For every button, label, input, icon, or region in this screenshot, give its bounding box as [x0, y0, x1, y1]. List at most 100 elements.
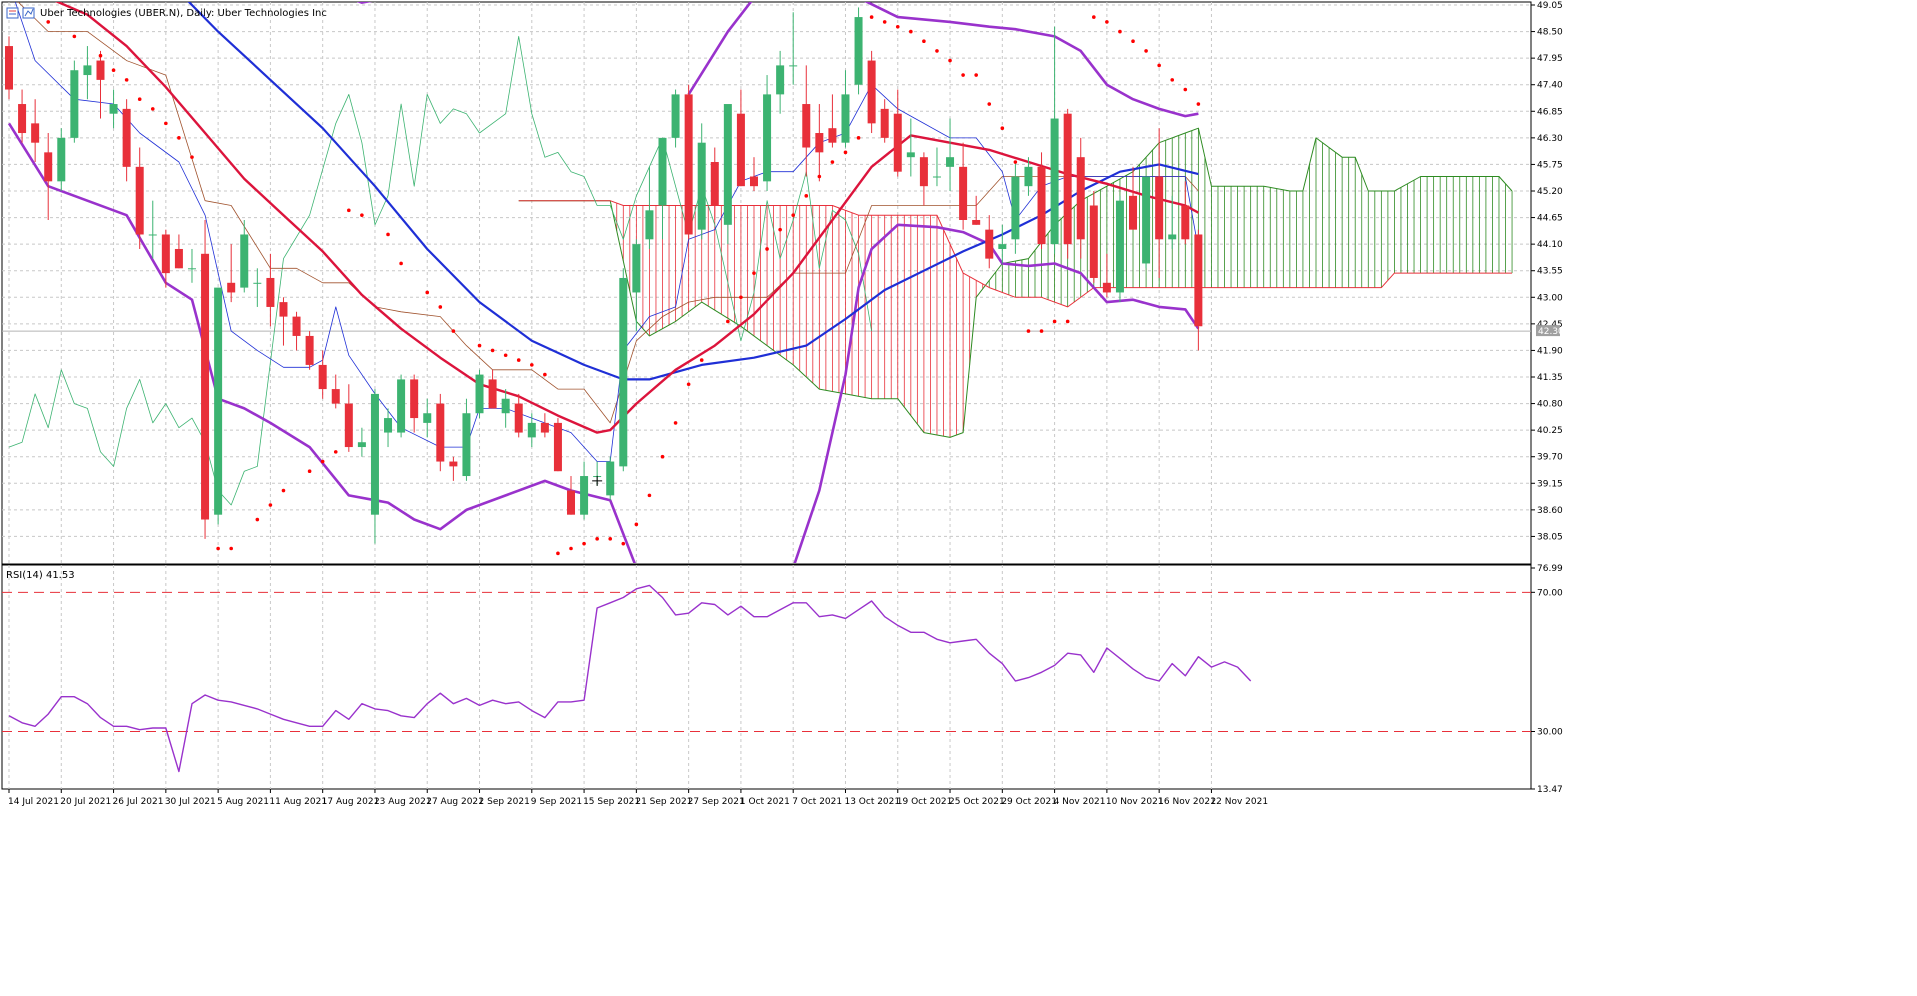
candle[interactable]: [449, 456, 458, 481]
candle[interactable]: [815, 104, 824, 182]
chart-window-icon[interactable]: [6, 7, 19, 19]
candle[interactable]: [109, 89, 118, 129]
candle[interactable]: [148, 200, 157, 259]
candle[interactable]: [122, 99, 131, 182]
candle[interactable]: [410, 374, 419, 433]
candles[interactable]: [5, 7, 1203, 544]
candle[interactable]: [567, 476, 576, 515]
candle[interactable]: [266, 253, 275, 327]
candle[interactable]: [174, 234, 183, 269]
candle[interactable]: [645, 166, 654, 249]
candle[interactable]: [658, 137, 667, 240]
candle[interactable]: [671, 89, 680, 148]
candle[interactable]: [985, 215, 994, 269]
candle[interactable]: [370, 389, 379, 544]
candle[interactable]: [710, 147, 719, 220]
candle[interactable]: [292, 311, 301, 351]
candle[interactable]: [70, 60, 79, 143]
candle[interactable]: [331, 374, 340, 409]
candle[interactable]: [906, 118, 915, 177]
candle[interactable]: [44, 133, 53, 220]
candle[interactable]: [423, 398, 432, 438]
candle[interactable]: [841, 70, 850, 148]
candle[interactable]: [619, 268, 628, 472]
candle[interactable]: [397, 374, 406, 438]
candle[interactable]: [57, 128, 66, 191]
candle[interactable]: [527, 413, 536, 448]
candle[interactable]: [475, 369, 484, 419]
candle[interactable]: [1194, 229, 1203, 351]
candle[interactable]: [253, 268, 262, 307]
candle[interactable]: [436, 393, 445, 472]
candle[interactable]: [305, 331, 314, 370]
candle[interactable]: [998, 224, 1007, 264]
candle[interactable]: [1011, 162, 1020, 254]
candle[interactable]: [1115, 195, 1124, 303]
candle[interactable]: [959, 142, 968, 230]
candle[interactable]: [488, 369, 497, 409]
candle[interactable]: [514, 393, 523, 438]
candle[interactable]: [828, 94, 837, 148]
candle[interactable]: [749, 157, 758, 191]
candle[interactable]: [932, 147, 941, 187]
candle[interactable]: [789, 12, 798, 85]
candle[interactable]: [344, 384, 353, 452]
candle[interactable]: [18, 89, 27, 143]
window-maximize-icon[interactable]: [22, 7, 35, 19]
candle[interactable]: [1063, 108, 1072, 259]
candle[interactable]: [684, 84, 693, 240]
candle[interactable]: [632, 239, 641, 332]
candle[interactable]: [318, 350, 327, 399]
candle[interactable]: [802, 65, 811, 177]
candle[interactable]: [867, 50, 876, 134]
candle[interactable]: [357, 427, 366, 457]
candle[interactable]: [736, 89, 745, 187]
candle[interactable]: [776, 50, 785, 114]
candle[interactable]: [1129, 166, 1138, 230]
candle[interactable]: [161, 229, 170, 288]
candle[interactable]: [697, 123, 706, 240]
candle[interactable]: [135, 147, 144, 249]
candle[interactable]: [83, 46, 92, 100]
candle[interactable]: [187, 248, 196, 283]
candle[interactable]: [1089, 191, 1098, 283]
candle[interactable]: [227, 244, 236, 303]
candle[interactable]: [1050, 26, 1059, 254]
candle[interactable]: [5, 36, 13, 100]
candle[interactable]: [462, 398, 471, 481]
candle[interactable]: [854, 7, 863, 95]
candle[interactable]: [501, 389, 510, 428]
candle[interactable]: [1037, 152, 1046, 249]
candle[interactable]: [763, 75, 772, 191]
candle[interactable]: [1181, 181, 1190, 245]
candle[interactable]: [1168, 195, 1177, 249]
candle[interactable]: [279, 297, 288, 346]
candle[interactable]: [31, 99, 40, 163]
candle[interactable]: [1155, 128, 1164, 278]
sar-dot: [1065, 319, 1070, 324]
candle-body: [201, 253, 210, 520]
candle[interactable]: [880, 99, 889, 143]
candle[interactable]: [972, 195, 981, 225]
candle[interactable]: [384, 408, 393, 448]
candle[interactable]: [240, 219, 249, 293]
candle[interactable]: [919, 152, 928, 206]
candle[interactable]: [1076, 137, 1085, 259]
candle[interactable]: [1142, 176, 1151, 269]
candle[interactable]: [1024, 157, 1033, 196]
candle[interactable]: [723, 104, 732, 245]
candle[interactable]: [946, 118, 955, 191]
candle[interactable]: [201, 219, 210, 539]
candle[interactable]: [893, 89, 902, 177]
candle[interactable]: [580, 461, 589, 520]
candle[interactable]: [1102, 253, 1111, 298]
candle[interactable]: [96, 50, 105, 119]
candle[interactable]: [214, 287, 223, 525]
candle-body: [501, 398, 510, 414]
candle-body: [619, 277, 628, 467]
candle[interactable]: [540, 413, 549, 438]
candle[interactable]: [553, 418, 562, 472]
candle[interactable]: [606, 456, 615, 501]
